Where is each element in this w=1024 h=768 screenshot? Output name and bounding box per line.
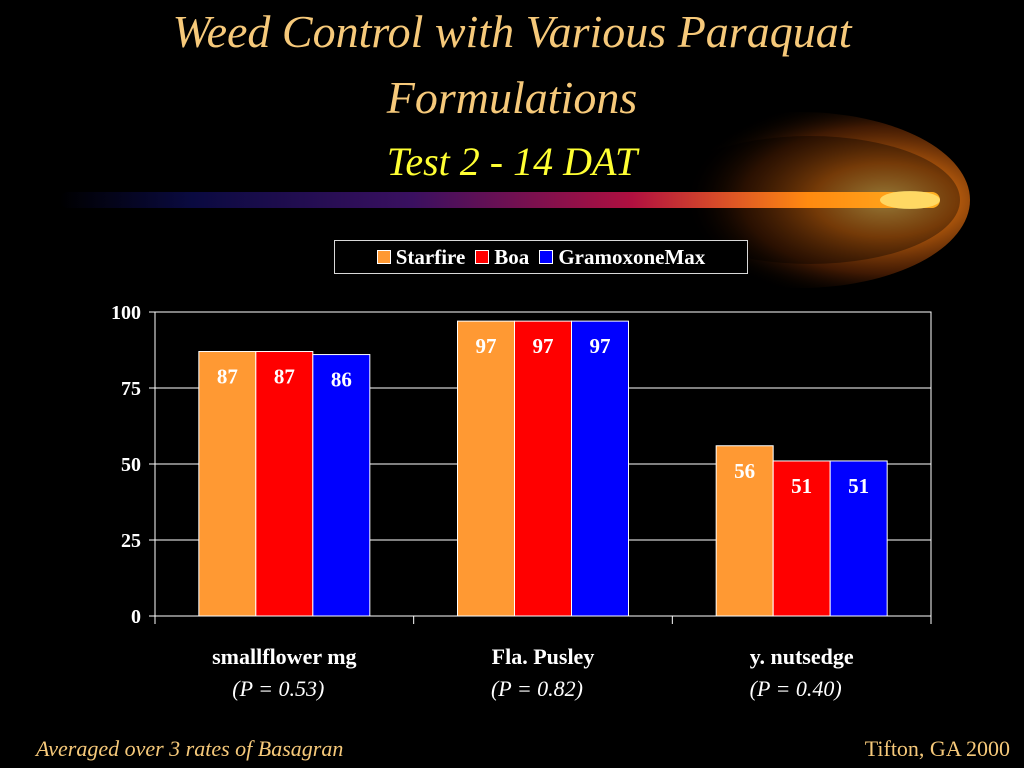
legend-swatch-starfire: [376, 250, 391, 264]
x-category-pvalue: (P = 0.82): [491, 676, 583, 701]
legend-item-boa: Boa: [475, 245, 529, 270]
bar-boa-1: [514, 320, 572, 617]
bar-gramoxonemax-1: [571, 320, 629, 617]
legend-label-gramoxonemax: GramoxoneMax: [558, 244, 706, 269]
x-category-label: y. nutsedge: [750, 644, 854, 669]
data-label: 97: [476, 334, 497, 358]
data-label: 87: [274, 365, 295, 389]
x-category-label: smallflower mg: [212, 644, 356, 669]
legend-item-gramoxonemax: GramoxoneMax: [539, 245, 705, 270]
legend-label-boa: Boa: [494, 244, 530, 269]
x-category-pvalue: (P = 0.40): [750, 676, 842, 701]
footer-location: Tifton, GA 2000: [864, 736, 1010, 761]
legend-item-starfire: Starfire: [376, 244, 466, 270]
bar-gramoxonemax-2: [829, 460, 888, 617]
bar-starfire-2: [715, 445, 774, 617]
y-tick-label: 75: [121, 378, 141, 400]
y-tick-label: 25: [121, 530, 141, 552]
chart-subtitle: Test 2 - 14 DAT: [386, 139, 638, 184]
bar-chart: 0 25 50 75 100 87 87 86 smallflower mg (P = 0.53)…: [111, 302, 932, 701]
chart-title-line2: Formulations: [386, 72, 638, 123]
y-tick-label: 100: [111, 302, 141, 324]
chart-legend: Starfire Boa GramoxoneMax: [334, 240, 748, 274]
bar-starfire-0: [198, 351, 257, 617]
y-tick-label: 50: [121, 454, 141, 476]
bar-boa-0: [255, 351, 314, 617]
data-label: 51: [848, 474, 869, 498]
legend-label-starfire: Starfire: [395, 244, 466, 269]
bar-starfire-1: [457, 320, 515, 617]
footer-note: Averaged over 3 rates of Basagran: [36, 736, 344, 761]
x-category-label: Fla. Pusley: [492, 644, 595, 669]
legend-swatch-gramoxonemax: [539, 250, 554, 264]
bar-boa-2: [772, 460, 831, 617]
data-label: 86: [331, 368, 352, 392]
legend-swatch-boa: [475, 250, 490, 264]
data-label: 97: [590, 334, 611, 358]
chart-title-line1: Weed Control with Various Paraquat: [172, 6, 852, 57]
data-label: 97: [533, 334, 554, 358]
data-label: 56: [734, 459, 755, 483]
bar-gramoxonemax-0: [312, 354, 371, 617]
data-label: 87: [217, 365, 238, 389]
x-category-pvalue: (P = 0.53): [232, 676, 324, 701]
y-tick-label: 0: [131, 606, 141, 628]
data-label: 51: [791, 474, 812, 498]
